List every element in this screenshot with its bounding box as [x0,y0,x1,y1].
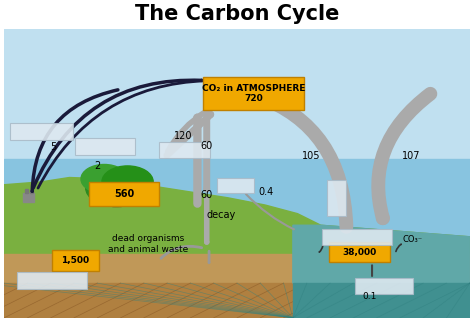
Bar [112,195,120,206]
FancyBboxPatch shape [327,180,346,216]
Polygon shape [4,254,470,283]
Text: 120: 120 [174,130,193,141]
Circle shape [86,169,146,206]
FancyArrowPatch shape [257,96,346,227]
Text: 107: 107 [402,151,421,161]
Bar [4,159,470,254]
FancyBboxPatch shape [322,229,392,245]
Text: 60: 60 [201,190,213,200]
Text: CO₃⁻: CO₃⁻ [402,235,422,244]
Bar [4,29,470,159]
FancyBboxPatch shape [159,142,210,158]
FancyArrowPatch shape [32,90,118,191]
Polygon shape [293,225,470,283]
Bar [25,189,28,194]
FancyArrowPatch shape [246,194,294,229]
Text: CO₂ in ATMOSPHERE
720: CO₂ in ATMOSPHERE 720 [201,84,305,103]
FancyArrowPatch shape [161,246,202,258]
Circle shape [81,165,128,194]
FancyBboxPatch shape [89,183,159,206]
FancyArrowPatch shape [378,94,430,218]
FancyArrowPatch shape [396,244,401,251]
Text: 60: 60 [201,141,213,151]
Text: 0.4: 0.4 [258,187,273,197]
Polygon shape [4,177,470,254]
FancyBboxPatch shape [203,77,303,110]
FancyBboxPatch shape [75,138,136,155]
FancyArrowPatch shape [168,111,207,152]
FancyArrowPatch shape [33,80,202,188]
FancyBboxPatch shape [10,123,73,140]
FancyArrowPatch shape [319,245,323,252]
FancyBboxPatch shape [52,251,99,271]
Circle shape [102,166,153,198]
FancyBboxPatch shape [17,272,87,289]
Text: dead organisms
and animal waste: dead organisms and animal waste [109,234,189,254]
Text: 38,000: 38,000 [342,248,376,257]
Bar [23,194,35,202]
Text: decay: decay [206,210,235,220]
Text: 5: 5 [50,142,56,152]
Bar [30,190,33,194]
Text: 0.1: 0.1 [363,292,377,301]
FancyArrowPatch shape [167,114,211,155]
Text: 560: 560 [114,189,134,199]
Text: 2: 2 [94,161,100,171]
FancyBboxPatch shape [329,242,390,262]
FancyBboxPatch shape [355,278,412,294]
FancyBboxPatch shape [218,178,254,193]
Title: The Carbon Cycle: The Carbon Cycle [135,4,339,24]
Text: 1,500: 1,500 [61,256,89,265]
Polygon shape [293,283,470,318]
Text: 105: 105 [302,151,321,161]
FancyArrowPatch shape [38,81,207,188]
Polygon shape [4,283,470,318]
